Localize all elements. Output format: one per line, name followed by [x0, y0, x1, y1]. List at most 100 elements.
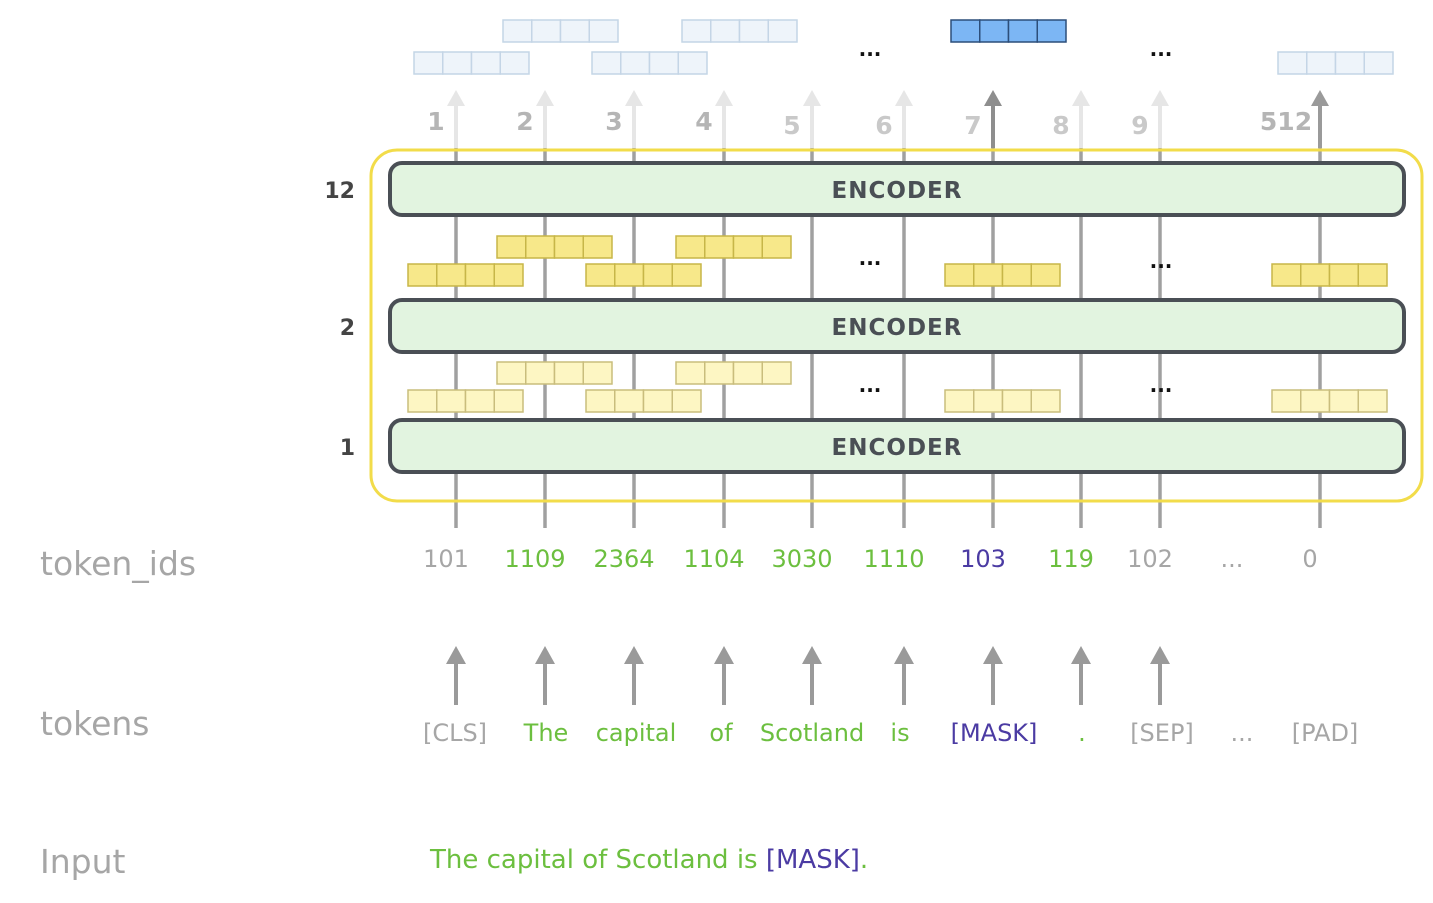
output-vector [502, 19, 619, 43]
token-id: ... [1221, 545, 1244, 573]
vector-cell [464, 263, 495, 287]
tokens-label: tokens [40, 704, 150, 743]
vector-cell [1357, 263, 1388, 287]
vector-cell [642, 263, 673, 287]
vector-cell [1277, 51, 1308, 75]
ellipsis-text: ... [859, 246, 882, 270]
vector-cell [496, 235, 527, 259]
vector-cell [973, 389, 1004, 413]
vector-cell [675, 361, 706, 385]
vector-cell [944, 263, 975, 287]
vector-cell [559, 19, 590, 43]
vector-cell [470, 51, 501, 75]
vector-cell [531, 19, 562, 43]
token-to-id-arrow-head [1071, 646, 1091, 664]
output-arrow-head [803, 90, 821, 106]
vector-cell [582, 235, 613, 259]
layer2-output-vector [944, 263, 1061, 287]
encoder-label: ENCODER [832, 178, 963, 204]
vector-cell [502, 19, 533, 43]
vector-cell [950, 19, 981, 43]
vector-cell [614, 389, 645, 413]
output-arrow-head [1072, 90, 1090, 106]
vector-cell [1030, 263, 1061, 287]
vector-cell [585, 389, 616, 413]
token-text: is [890, 719, 909, 747]
output-arrow-head [1311, 90, 1329, 106]
token-id: 1109 [504, 545, 565, 573]
vector-cell [1271, 389, 1302, 413]
vector-cell [585, 263, 616, 287]
vector-cell [591, 51, 622, 75]
vector-cell [442, 51, 473, 75]
vector-cell [1030, 389, 1061, 413]
token-to-id-arrow-head [624, 646, 644, 664]
vector-cell [973, 263, 1004, 287]
token-text: The [523, 719, 569, 747]
vector-cell [675, 235, 706, 259]
token-id: 1104 [683, 545, 744, 573]
token-text: [CLS] [423, 719, 487, 747]
vector-cell [407, 389, 438, 413]
vector-cell [407, 263, 438, 287]
vector-cell [681, 19, 712, 43]
token-ids-label: token_ids [40, 544, 197, 583]
vector-cell [525, 361, 556, 385]
vector-cell [1328, 263, 1359, 287]
layer1-output-vector [1271, 389, 1388, 413]
output-arrow-head [1151, 90, 1169, 106]
vector-cell [738, 19, 769, 43]
vector-cell [1300, 263, 1331, 287]
vector-cell [944, 389, 975, 413]
position-number: 7 [964, 111, 981, 140]
token-id: 2364 [593, 545, 654, 573]
token-id: 119 [1048, 545, 1094, 573]
ellipsis-text: ... [1150, 249, 1173, 273]
vector-cell [553, 235, 584, 259]
vector-cell [704, 235, 735, 259]
layer2-output-vector [675, 235, 792, 259]
token-id: 0 [1302, 545, 1317, 573]
output-vector [413, 51, 530, 75]
vector-cell [732, 361, 763, 385]
vector-cell [677, 51, 708, 75]
token-to-id-arrow-head [894, 646, 914, 664]
token-text: capital [596, 719, 677, 747]
encoder-block [388, 161, 1406, 217]
vector-cell [1001, 263, 1032, 287]
vector-cell [1306, 51, 1337, 75]
input-sentence-end: . [859, 845, 869, 875]
token-to-id-arrow-head [535, 646, 555, 664]
token-to-id-arrow-head [802, 646, 822, 664]
vector-cell [436, 263, 467, 287]
vector-cell [642, 389, 673, 413]
position-number: 6 [875, 111, 892, 140]
vector-cell [464, 389, 495, 413]
token-id: 102 [1127, 545, 1173, 573]
output-arrow-head [715, 90, 733, 106]
vector-cell [525, 235, 556, 259]
output-arrow-head [625, 90, 643, 106]
ellipsis-text: ... [1150, 37, 1173, 61]
position-number: 5 [783, 111, 800, 140]
vector-cell [979, 19, 1010, 43]
output-vector [591, 51, 708, 75]
encoder-block [388, 418, 1406, 474]
token-id: 103 [960, 545, 1006, 573]
vector-cell [499, 51, 530, 75]
layer2-output-vector [496, 235, 613, 259]
layer1-output-vector [944, 389, 1061, 413]
output-vector [1277, 51, 1394, 75]
token-text: [PAD] [1292, 719, 1359, 747]
token-text: [MASK] [951, 719, 1038, 747]
position-number: 8 [1052, 111, 1069, 140]
encoder-layer-number: 1 [340, 436, 355, 461]
position-number: 3 [605, 107, 622, 136]
vector-cell [436, 389, 467, 413]
input-sentence: The capital of Scotland is [MASK]. [430, 845, 868, 875]
encoder-stack-border [369, 148, 1424, 503]
layer1-output-vector [407, 389, 524, 413]
encoder-label: ENCODER [832, 315, 963, 341]
vector-cell [588, 19, 619, 43]
vector-cell [710, 19, 741, 43]
